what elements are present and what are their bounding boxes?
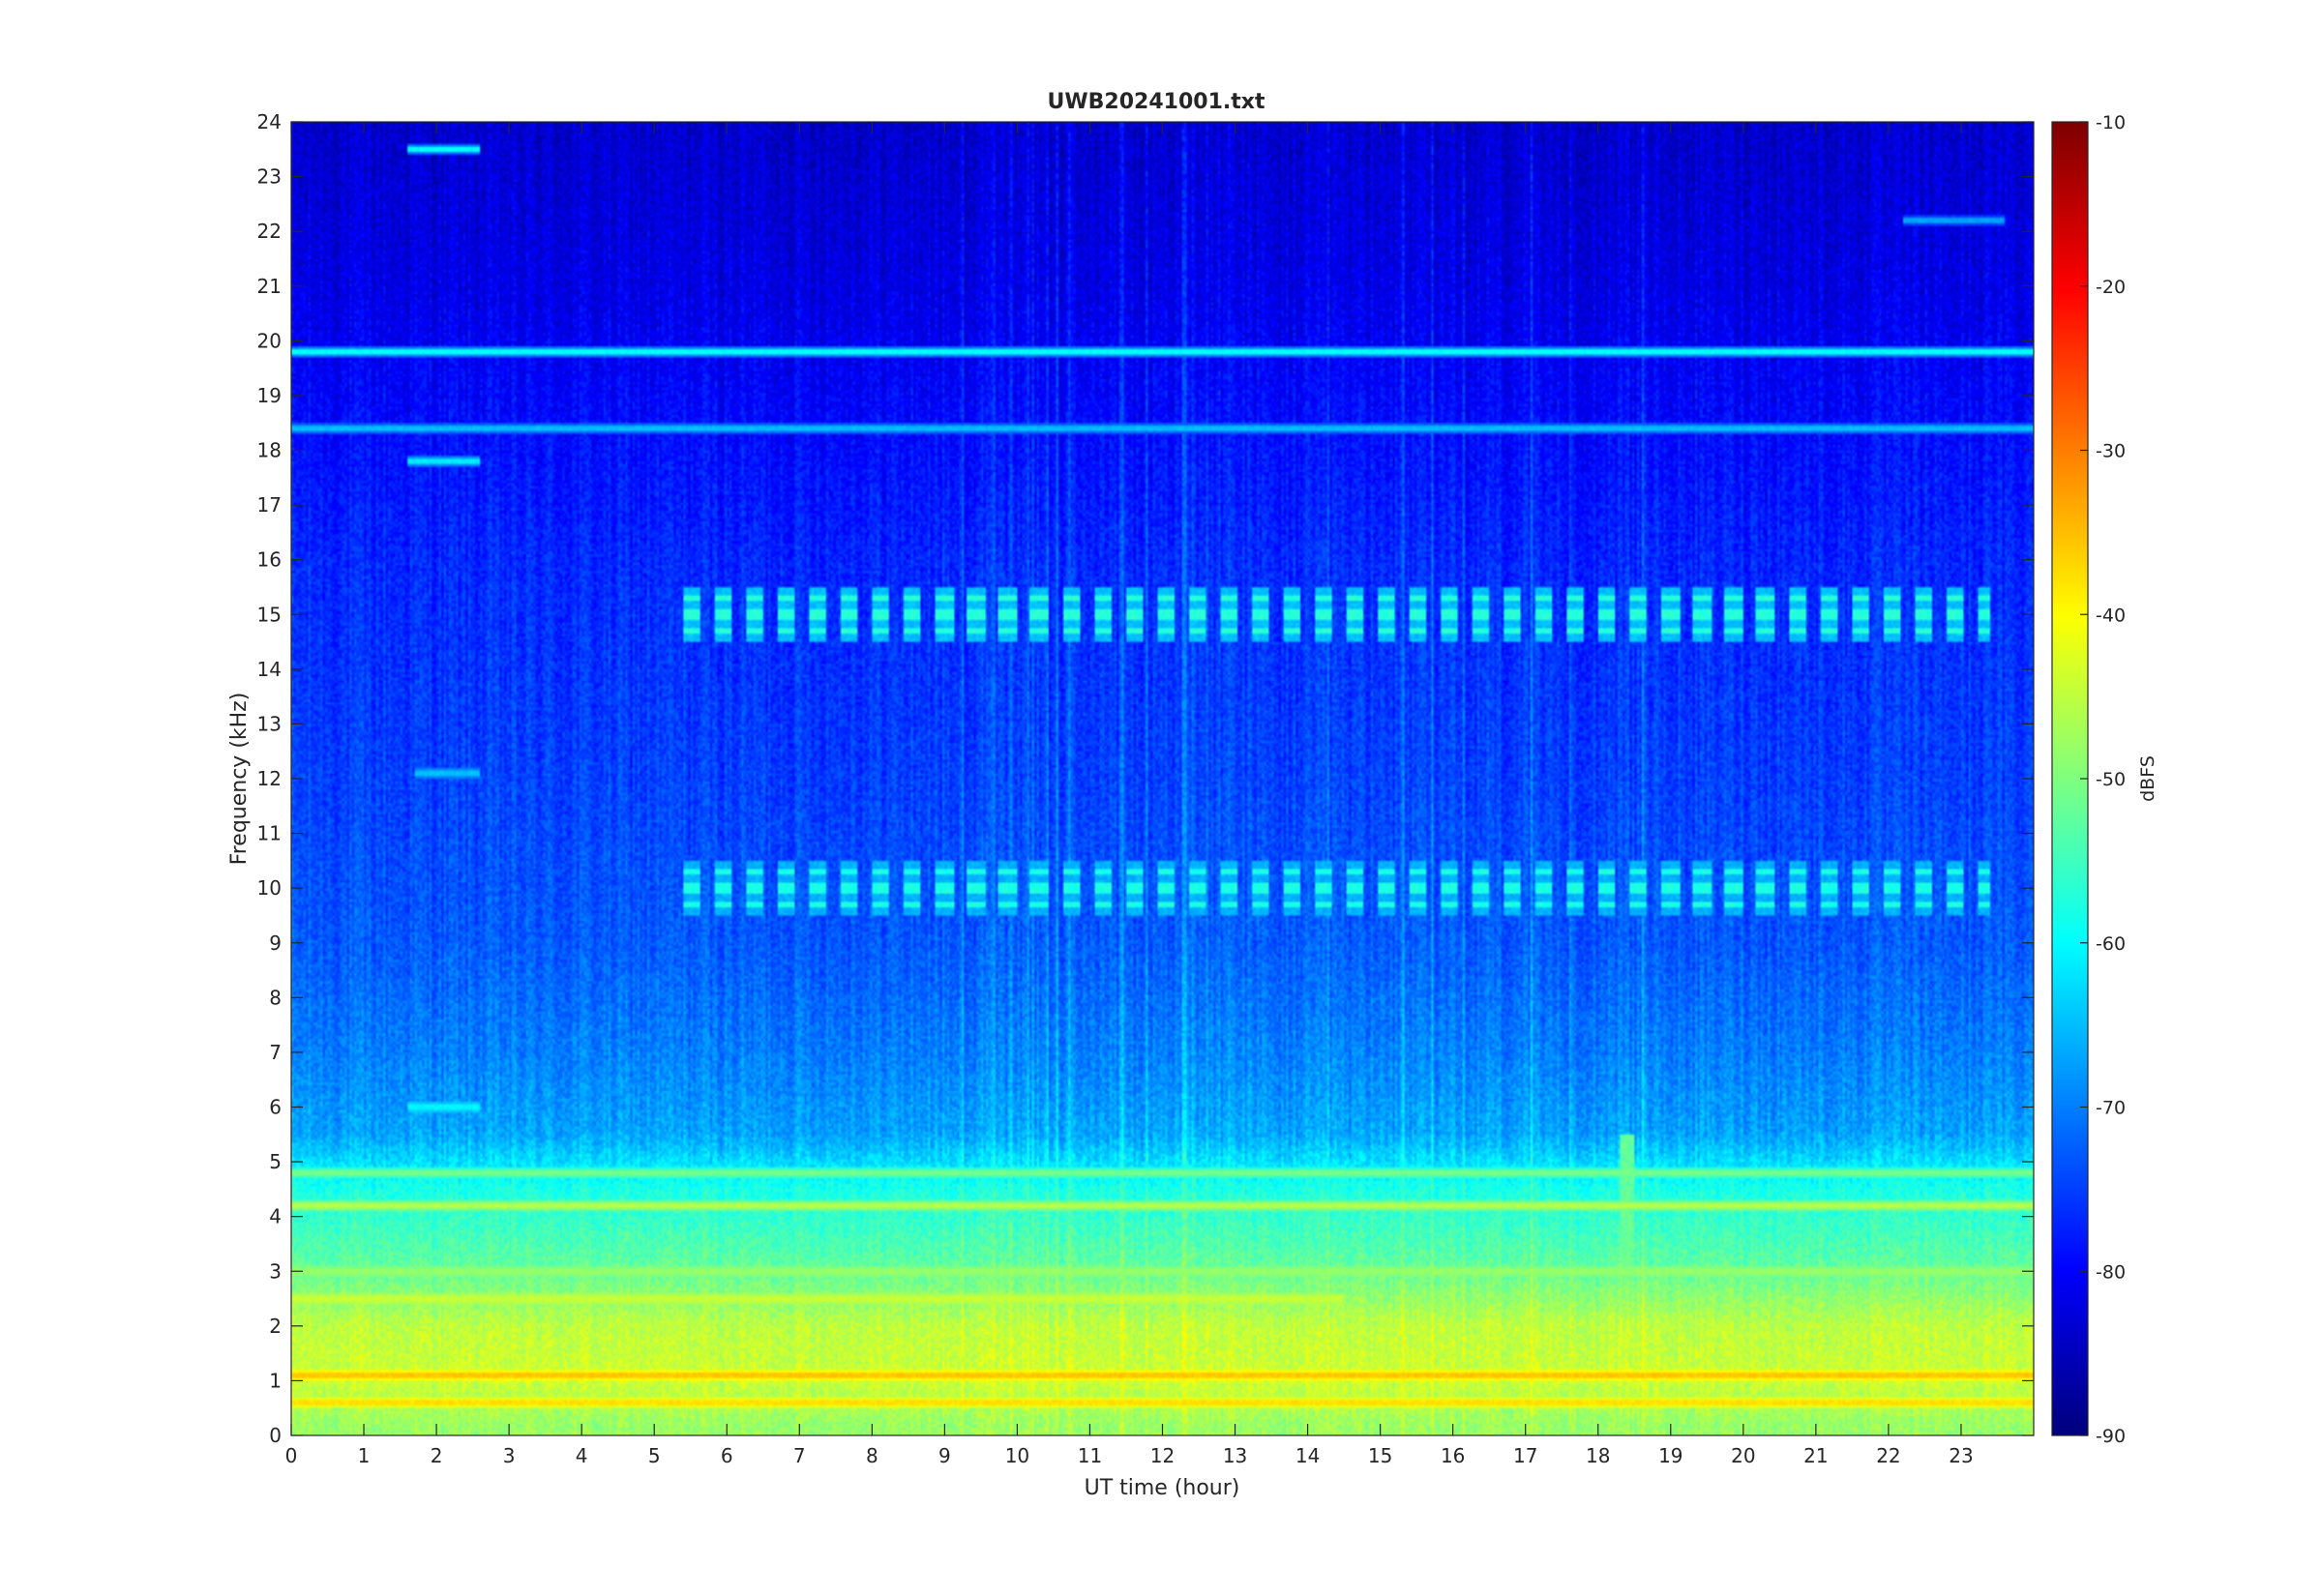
x-tick-label: 8 <box>866 1444 878 1467</box>
x-tick-label: 17 <box>1513 1444 1537 1467</box>
y-tick-label: 5 <box>269 1150 282 1173</box>
x-tick-label: 11 <box>1078 1444 1102 1467</box>
y-tick-label: 11 <box>257 822 282 845</box>
colorbar-ticks: -90 -80 -70 -60 -50 -40 -30 -20 -10 <box>2080 112 2126 1447</box>
plot-area <box>290 121 2035 1436</box>
x-tick-label: 14 <box>1295 1444 1320 1467</box>
x-tick-label: 15 <box>1368 1444 1392 1467</box>
colorbar-tick-label: -10 <box>2096 112 2126 133</box>
x-tick-label: 18 <box>1586 1444 1610 1467</box>
colorbar-tick-label: -90 <box>2096 1426 2126 1447</box>
y-tick-label: 19 <box>257 384 282 407</box>
y-tick-label: 20 <box>257 329 282 352</box>
x-tick-label: 2 <box>431 1444 443 1467</box>
x-tick-label: 10 <box>1005 1444 1029 1467</box>
y-tick-label: 13 <box>257 712 282 735</box>
y-tick-label: 15 <box>257 603 282 626</box>
colorbar-tick-label: -50 <box>2096 769 2126 790</box>
x-tick-label: 3 <box>503 1444 516 1467</box>
y-tick-label: 6 <box>269 1096 282 1119</box>
x-tick-label: 13 <box>1223 1444 1247 1467</box>
y-tick-label: 14 <box>257 658 282 681</box>
chart-title: UWB20241001.txt <box>1048 90 1265 114</box>
colorbar-tick-label: -60 <box>2096 933 2126 955</box>
y-axis-label: Frequency (kHz) <box>227 693 252 866</box>
y-tick-label: 10 <box>257 876 282 900</box>
y-tick-label: 24 <box>257 110 282 133</box>
y-tick-label: 21 <box>257 275 282 298</box>
colorbar-tick-label: -40 <box>2096 605 2126 626</box>
x-tick-label: 23 <box>1949 1444 1973 1467</box>
spectrogram-heatmap <box>291 122 2034 1435</box>
x-tick-label: 5 <box>648 1444 661 1467</box>
colorbar-tick-label: -20 <box>2096 277 2126 298</box>
colorbar-tick-label: -80 <box>2096 1261 2126 1283</box>
y-tick-label: 9 <box>269 931 282 955</box>
y-tick-label: 1 <box>269 1369 282 1392</box>
x-tick-label: 12 <box>1150 1444 1175 1467</box>
x-axis-label: UT time (hour) <box>1085 1476 1240 1500</box>
y-tick-label: 7 <box>269 1041 282 1064</box>
x-tick-label: 19 <box>1658 1444 1682 1467</box>
y-tick-label: 3 <box>269 1259 282 1283</box>
y-tick-label: 17 <box>257 493 282 517</box>
colorbar-tick-label: -70 <box>2096 1098 2126 1119</box>
x-tick-label: 9 <box>938 1444 951 1467</box>
x-tick-label: 1 <box>358 1444 371 1467</box>
x-tick-label: 20 <box>1731 1444 1755 1467</box>
y-tick-label: 4 <box>269 1205 282 1228</box>
x-tick-label: 21 <box>1803 1444 1828 1467</box>
y-tick-label: 23 <box>257 165 282 189</box>
y-tick-label: 18 <box>257 439 282 462</box>
x-tick-label: 16 <box>1441 1444 1465 1467</box>
y-tick-label: 12 <box>257 767 282 790</box>
y-tick-label: 0 <box>269 1424 282 1447</box>
colorbar: -90 -80 -70 -60 -50 -40 -30 -20 -10 dBFS <box>2051 112 2158 1447</box>
x-tick-label: 4 <box>576 1444 588 1467</box>
y-tick-label: 22 <box>257 220 282 243</box>
x-tick-label: 6 <box>721 1444 733 1467</box>
x-tick-label: 22 <box>1876 1444 1900 1467</box>
x-tick-label: 7 <box>793 1444 806 1467</box>
x-axis-ticks: 0 1 2 3 4 5 6 7 8 9 10 11 12 13 14 15 16 17 18 19 20 21 22 23 <box>285 122 1974 1467</box>
y-tick-label: 8 <box>269 986 282 1009</box>
colorbar-label: dBFS <box>2137 755 2158 802</box>
colorbar-tick-label: -30 <box>2096 441 2126 462</box>
y-tick-label: 16 <box>257 548 282 572</box>
x-tick-label: 0 <box>285 1444 298 1467</box>
y-tick-label: 2 <box>269 1315 282 1338</box>
